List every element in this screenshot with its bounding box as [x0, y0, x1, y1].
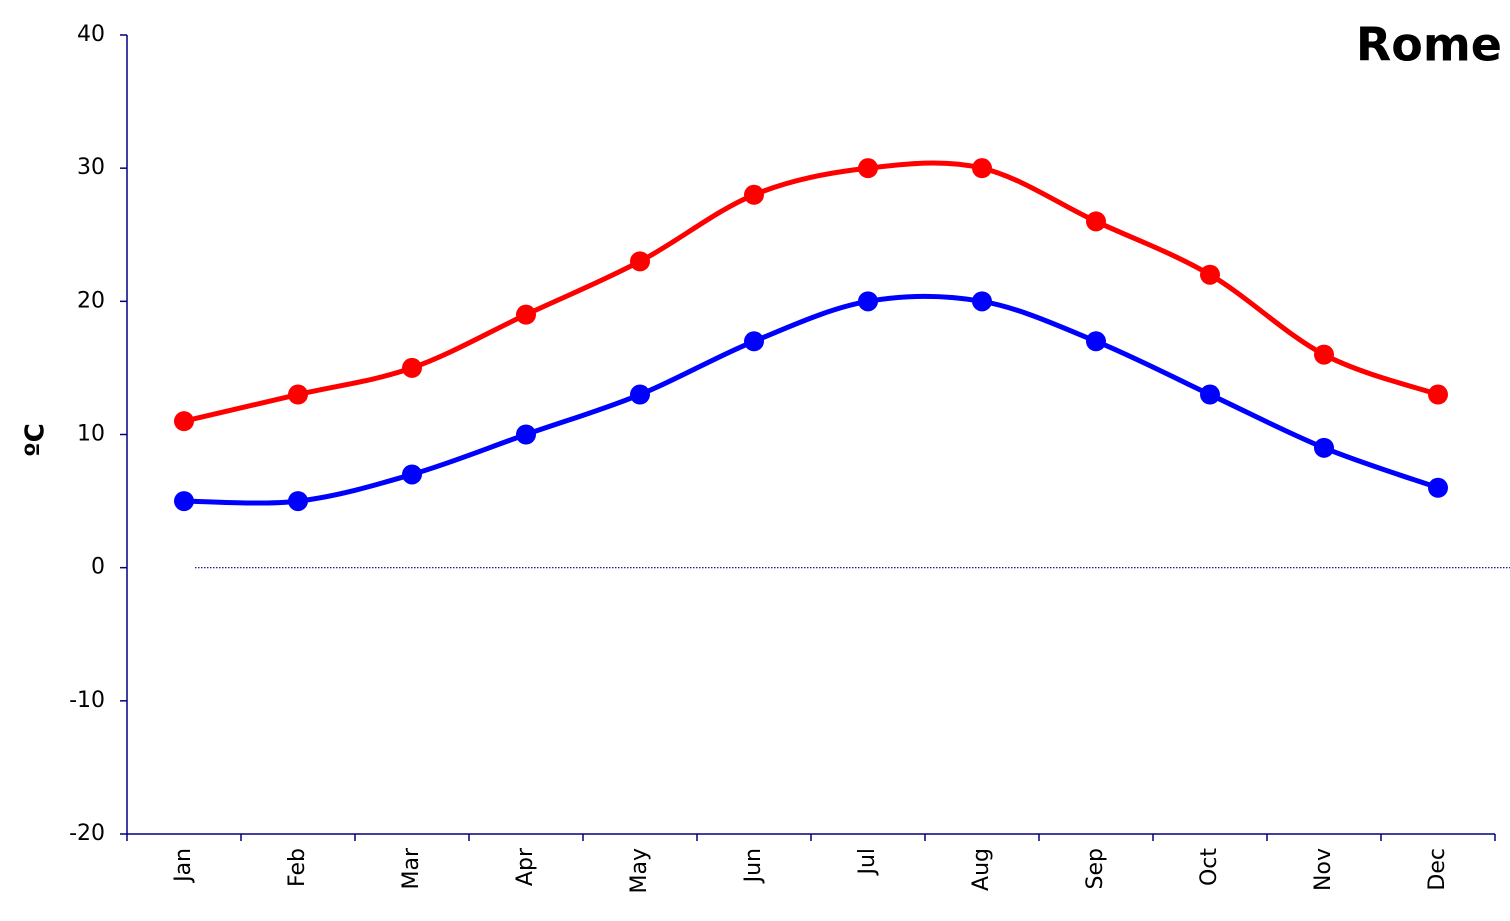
- marker: [972, 158, 992, 179]
- marker: [174, 411, 194, 432]
- marker: [516, 424, 536, 445]
- x-tick-label: Sep: [1083, 848, 1108, 889]
- y-tick-label: 0: [91, 555, 105, 580]
- x-tick-label: Apr: [513, 847, 538, 886]
- marker: [1314, 344, 1334, 365]
- marker: [288, 491, 308, 512]
- y-tick-label: 20: [77, 288, 105, 313]
- x-tick-label: Dec: [1425, 848, 1450, 891]
- line: [183, 293, 1439, 506]
- marker: [630, 251, 650, 272]
- chart-title: Rome: [1356, 18, 1502, 72]
- y-axis-label: ºC: [21, 423, 51, 457]
- marker: [744, 184, 764, 205]
- marker: [972, 291, 992, 312]
- y-tick-label: 40: [77, 22, 105, 47]
- marker: [174, 491, 194, 512]
- y-tick-label: -20: [69, 821, 105, 846]
- x-tick-label: Jan: [171, 848, 196, 884]
- y-tick-label: 30: [77, 155, 105, 180]
- marker: [1428, 477, 1448, 498]
- y-tick-label: -10: [69, 688, 105, 713]
- x-tick-label: Mar: [399, 847, 424, 889]
- marker: [858, 291, 878, 312]
- x-tick-label: Jul: [855, 848, 880, 877]
- x-tick-label: Oct: [1197, 848, 1222, 886]
- marker: [1200, 384, 1220, 405]
- marker: [1314, 437, 1334, 458]
- x-tick-label: Nov: [1311, 848, 1336, 891]
- marker: [1086, 331, 1106, 352]
- y-tick-label: 10: [77, 422, 105, 447]
- marker: [288, 384, 308, 405]
- marker: [1200, 264, 1220, 285]
- marker: [744, 331, 764, 352]
- x-tick-label: Feb: [285, 848, 310, 887]
- marker: [402, 464, 422, 485]
- line: [183, 160, 1439, 424]
- x-tick-label: Aug: [969, 848, 994, 891]
- marker: [630, 384, 650, 405]
- x-tick-label: Jun: [741, 848, 766, 884]
- marker: [858, 158, 878, 179]
- marker: [1428, 384, 1448, 405]
- marker: [402, 357, 422, 378]
- marker: [1086, 211, 1106, 232]
- marker: [516, 304, 536, 325]
- x-tick-label: May: [627, 848, 652, 893]
